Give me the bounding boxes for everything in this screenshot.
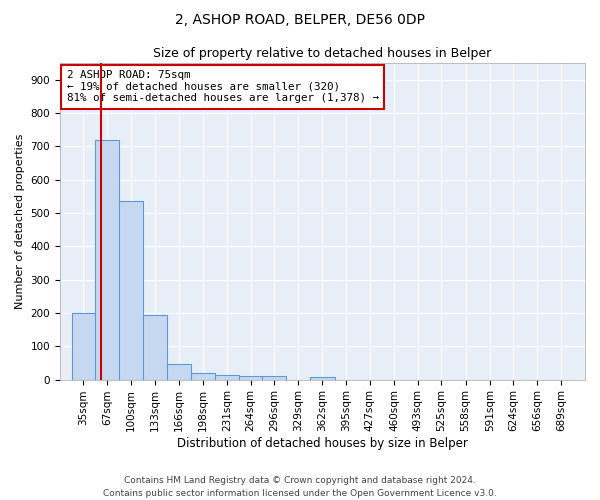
Bar [310,376,335,380]
Bar [119,202,143,380]
Y-axis label: Number of detached properties: Number of detached properties [15,134,25,309]
Title: Size of property relative to detached houses in Belper: Size of property relative to detached ho… [154,48,491,60]
Bar [215,374,239,380]
Text: Contains HM Land Registry data © Crown copyright and database right 2024.
Contai: Contains HM Land Registry data © Crown c… [103,476,497,498]
Bar [143,316,167,380]
X-axis label: Distribution of detached houses by size in Belper: Distribution of detached houses by size … [177,437,468,450]
Bar [191,373,215,380]
Text: 2, ASHOP ROAD, BELPER, DE56 0DP: 2, ASHOP ROAD, BELPER, DE56 0DP [175,12,425,26]
Bar [167,364,191,380]
Bar [239,376,262,380]
Text: 2 ASHOP ROAD: 75sqm
← 19% of detached houses are smaller (320)
81% of semi-detac: 2 ASHOP ROAD: 75sqm ← 19% of detached ho… [67,70,379,103]
Bar [95,140,119,380]
Bar [262,376,286,380]
Bar [71,313,95,380]
